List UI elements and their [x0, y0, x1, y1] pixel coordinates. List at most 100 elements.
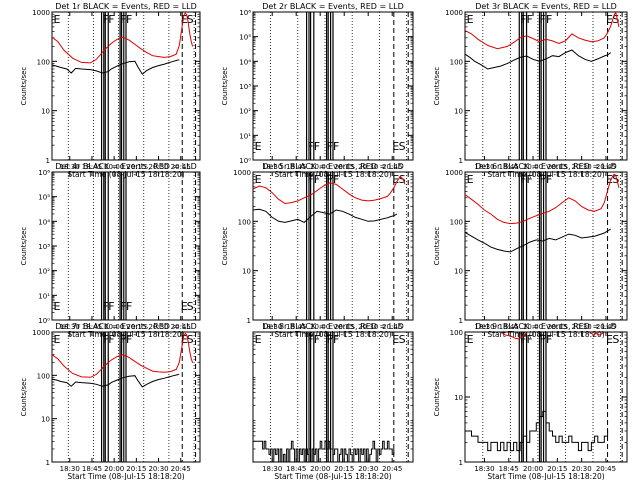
x-tick-label: 18:45 — [286, 323, 306, 331]
x-tick-label: 20:30 — [358, 465, 378, 473]
y-tick-label: 10 — [41, 416, 50, 424]
y-tick-label: 1000 — [445, 9, 463, 17]
x-tick-label: 18:45 — [499, 163, 519, 171]
flag-label: F — [314, 333, 320, 346]
flag-label: S — [399, 333, 406, 346]
flag-label: F — [307, 173, 313, 186]
series-black-events — [252, 208, 398, 223]
flag-label: E — [392, 173, 399, 186]
flag-label: E — [53, 333, 60, 346]
flag-label: S — [612, 173, 619, 186]
flag-label: F — [126, 300, 132, 313]
y-axis-label: Counts/sec — [221, 227, 229, 266]
series-red-lld — [51, 12, 194, 64]
y-tick-label: 1 — [46, 157, 50, 165]
flag-label: E — [181, 300, 188, 313]
panel-title: Det 6r BLACK = Events, RED = LLD — [475, 162, 617, 171]
x-tick-label: 20:00 — [523, 465, 543, 473]
flag-label: E — [606, 333, 613, 346]
flag-label: S — [399, 173, 406, 186]
panel-title: Det 8r BLACK = Events, RED = LLD — [262, 322, 404, 331]
x-tick-label: 18:30 — [262, 163, 282, 171]
x-tick-label: 18:30 — [262, 323, 282, 331]
y-tick-label: 100 — [37, 58, 50, 66]
x-tick-label: 20:15 — [126, 323, 146, 331]
flag-label: E — [181, 13, 188, 26]
flag-label: F — [527, 333, 533, 346]
y-tick-label: 10 — [454, 268, 463, 276]
flag-label: E — [255, 173, 262, 186]
series-red-lld — [464, 11, 620, 50]
y-tick-label: 10⁰ — [38, 317, 50, 325]
x-tick-label: 20:30 — [358, 323, 378, 331]
x-tick-label: 20:30 — [572, 465, 592, 473]
flag-label: F — [307, 333, 313, 346]
x-tick-label: 18:30 — [474, 163, 494, 171]
y-tick-label: 1000 — [233, 169, 251, 177]
x-tick-label: 20:45 — [382, 163, 402, 171]
flag-label: F — [527, 173, 533, 186]
series-red-lld — [502, 332, 605, 340]
flag-label: F — [126, 13, 132, 26]
x-tick-label: 18:30 — [60, 163, 80, 171]
x-tick-label: 20:30 — [358, 163, 378, 171]
panel-title: Det 2r BLACK = Events, RED = LLD — [262, 2, 404, 11]
flag-label: F — [108, 333, 114, 346]
flag-label: E — [53, 13, 60, 26]
x-tick-label: 20:15 — [334, 163, 354, 171]
panel-title: Det 5r BLACK = Events, RED = LLD — [262, 162, 404, 171]
x-tick-label: 20:15 — [547, 323, 567, 331]
y-tick-label: 10⁶ — [38, 169, 50, 177]
flag-label: F — [327, 333, 333, 346]
flag-label: F — [120, 300, 126, 313]
y-tick-label: 10⁴ — [38, 218, 50, 226]
y-tick-label: 1 — [459, 317, 463, 325]
x-tick-label: 20:15 — [547, 163, 567, 171]
y-tick-label: 1 — [247, 317, 251, 325]
flag-label: F — [540, 13, 546, 26]
series-red-lld — [51, 332, 194, 378]
series-black-events — [253, 440, 395, 463]
y-axis-label: Counts/sec — [221, 67, 229, 106]
flag-label: S — [612, 333, 619, 346]
y-tick-label: 10 — [454, 108, 463, 116]
flag-label: E — [392, 333, 399, 346]
y-tick-label: 10² — [239, 108, 251, 116]
x-tick-label: 18:30 — [60, 323, 80, 331]
x-tick-label: 18:30 — [60, 465, 80, 473]
x-tick-label: 20:00 — [523, 163, 543, 171]
flag-label: S — [187, 333, 194, 346]
x-tick-label: 20:45 — [382, 323, 402, 331]
y-tick-label: 1000 — [32, 329, 50, 337]
flag-label: F — [120, 13, 126, 26]
flag-label: F — [540, 173, 546, 186]
flag-label: F — [102, 300, 108, 313]
flag-label: E — [467, 173, 474, 186]
x-tick-label: 18:45 — [499, 323, 519, 331]
x-tick-label: 20:45 — [596, 163, 616, 171]
x-tick-label: 20:45 — [171, 163, 191, 171]
x-tick-label: 20:45 — [171, 323, 191, 331]
y-tick-label: 10 — [242, 268, 251, 276]
flag-label: E — [467, 13, 474, 26]
y-tick-label: 10⁶ — [239, 9, 251, 17]
flag-label: F — [520, 13, 526, 26]
series-black-events — [51, 373, 180, 388]
flag-label: F — [108, 13, 114, 26]
y-tick-label: 10⁰ — [239, 157, 251, 165]
flag-label: E — [467, 333, 474, 346]
y-tick-label: 10² — [38, 268, 50, 276]
flag-label: S — [187, 13, 194, 26]
x-tick-label: 20:00 — [310, 465, 330, 473]
y-tick-label: 10⁵ — [239, 34, 251, 42]
y-axis-label: Counts/sec — [433, 378, 441, 417]
y-axis-label: Counts/sec — [20, 227, 28, 266]
flag-label: F — [120, 333, 126, 346]
flag-label: F — [520, 333, 526, 346]
